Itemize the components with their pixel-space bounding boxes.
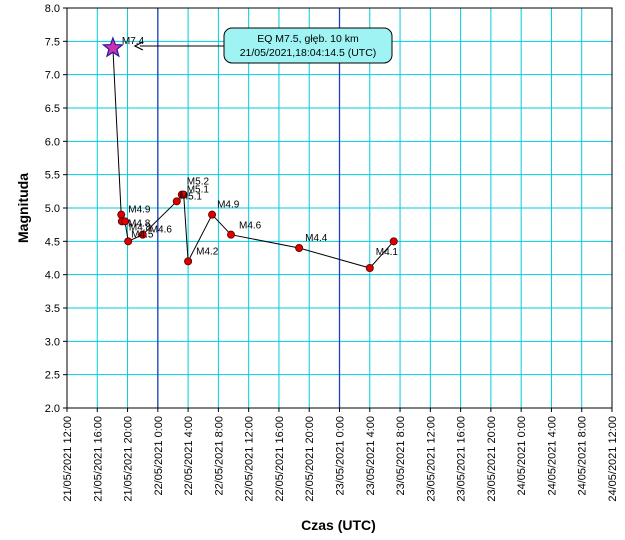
x-tick-label: 24/05/2021 12:00 xyxy=(607,416,619,502)
x-tick-label: 23/05/2021 4:00 xyxy=(365,416,377,496)
y-tick-label: 4.0 xyxy=(45,270,60,282)
data-point xyxy=(138,230,147,239)
data-point xyxy=(184,257,193,266)
x-tick-label: 22/05/2021 16:00 xyxy=(274,416,286,502)
x-tick-label: 22/05/2021 20:00 xyxy=(304,416,316,502)
y-tick-label: 3.5 xyxy=(45,303,60,315)
data-point xyxy=(227,230,236,239)
x-tick-label: 21/05/2021 20:00 xyxy=(123,416,135,502)
x-tick-label: 24/05/2021 4:00 xyxy=(546,416,558,496)
data-point xyxy=(389,237,398,246)
y-tick-label: 2.0 xyxy=(45,403,60,415)
day-dividers xyxy=(157,8,341,408)
data-point xyxy=(172,197,181,206)
y-tick-label: 8.0 xyxy=(45,3,60,15)
x-tick-label: 22/05/2021 0:00 xyxy=(153,416,165,496)
point-label: M4.6 xyxy=(239,221,262,232)
x-axis-label: Czas (UTC) xyxy=(301,517,376,533)
point-label: M4.2 xyxy=(196,246,219,257)
data-point xyxy=(365,263,374,272)
point-label: M4.8 xyxy=(129,222,152,233)
data-point xyxy=(295,243,304,252)
x-ticks: 21/05/2021 12:00 21/05/2021 16:00 21/05/20… xyxy=(62,408,619,502)
x-tick-label: 23/05/2021 12:00 xyxy=(425,416,437,502)
mainshock-label: M7.4 xyxy=(122,36,145,47)
x-tick-label: 21/05/2021 16:00 xyxy=(92,416,104,502)
annotation-arrow-head xyxy=(133,41,144,51)
x-tick-label: 23/05/2021 0:00 xyxy=(335,416,347,496)
point-label: M4.9 xyxy=(128,205,151,216)
data-point xyxy=(208,210,217,219)
point-labels: M7.4M4.9M4.8M4.8M4.5M4.6M5.1M5.2M5.1M4.2… xyxy=(122,36,399,258)
annotation-text: EQ M7.5, głęb. 10 km xyxy=(257,33,359,45)
x-tick-label: 23/05/2021 8:00 xyxy=(395,416,407,496)
series xyxy=(101,36,398,272)
x-tick-label: 22/05/2021 4:00 xyxy=(183,416,195,496)
y-tick-label: 6.0 xyxy=(45,136,60,148)
point-label: M5.1 xyxy=(187,185,210,196)
point-label: M4.6 xyxy=(150,225,173,236)
y-tick-label: 6.5 xyxy=(45,103,60,115)
data-point xyxy=(117,210,126,219)
data-point xyxy=(121,217,130,226)
y-tick-label: 5.5 xyxy=(45,170,60,182)
x-tick-label: 24/05/2021 8:00 xyxy=(577,416,589,496)
y-tick-label: 5.0 xyxy=(45,203,60,215)
data-point xyxy=(179,190,188,199)
point-label: M4.4 xyxy=(305,233,328,244)
annotation: EQ M7.5, głęb. 10 km 21/05/2021,18:04:14.… xyxy=(133,27,393,64)
point-label: M5.2 xyxy=(187,177,210,188)
x-tick-label: 21/05/2021 12:00 xyxy=(62,416,74,502)
x-tick-label: 24/05/2021 0:00 xyxy=(516,416,528,496)
data-point xyxy=(124,237,133,246)
x-tick-label: 22/05/2021 8:00 xyxy=(213,416,225,496)
y-tick-label: 7.5 xyxy=(45,36,60,48)
x-tick-label: 22/05/2021 12:00 xyxy=(244,416,256,502)
y-ticks: 2.0 2.5 3.0 3.5 4.0 4.5 5.0 5.5 6.0 6.5 7.0 7.5 8.0 xyxy=(45,3,67,415)
y-axis-label: Magnituda xyxy=(15,173,31,243)
point-label: M4.8 xyxy=(128,218,151,229)
y-tick-label: 4.5 xyxy=(45,236,60,248)
y-tick-label: 3.0 xyxy=(45,336,60,348)
point-label: M4.1 xyxy=(376,247,399,258)
mainshock-star xyxy=(101,36,125,58)
x-tick-label: 23/05/2021 16:00 xyxy=(456,416,468,502)
y-tick-label: 7.0 xyxy=(45,70,60,82)
x-tick-label: 23/05/2021 20:00 xyxy=(486,416,498,502)
point-label: M4.9 xyxy=(217,200,240,211)
annotation-text: 21/05/2021,18:04:14.5 (UTC) xyxy=(240,47,377,59)
point-label: M4.5 xyxy=(131,229,154,240)
y-tick-label: 2.5 xyxy=(45,370,60,382)
point-label: M5.1 xyxy=(180,191,203,202)
